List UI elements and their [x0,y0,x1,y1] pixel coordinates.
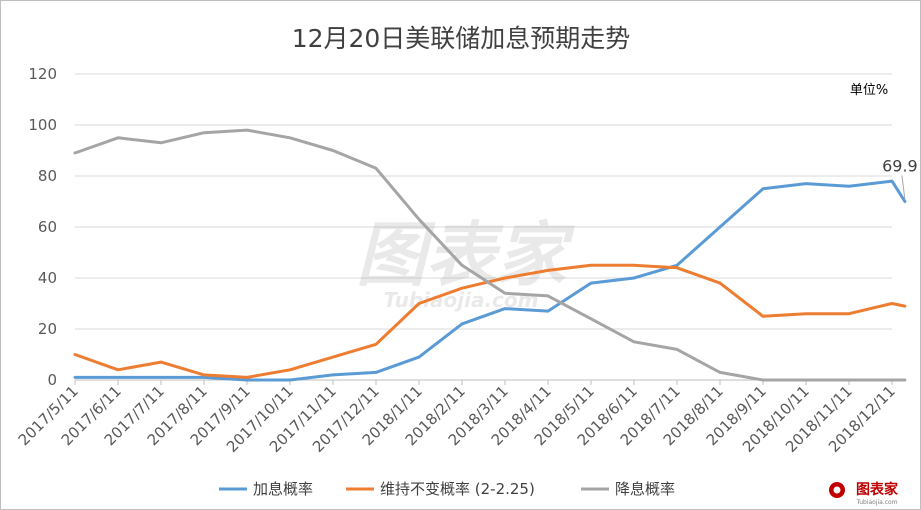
annotation-value: 69.9 [882,157,918,176]
y-tick-label: 120 [28,65,57,83]
y-tick-label: 80 [38,167,57,185]
series-line-1 [73,263,907,379]
annotation-leader [901,175,906,200]
series-line-0 [73,179,907,382]
logo-mark-dot-icon [833,486,841,494]
logo-text: 图表家 [856,481,899,498]
y-tick-label: 20 [38,320,57,338]
legend: 加息概率 维持不变概率 (2-2.25) 降息概率 [219,480,675,498]
chart-title: 12月20日美联储加息预期走势 [292,24,631,53]
y-tick-label: 100 [28,116,57,134]
y-tick-label: 40 [38,269,57,287]
logo-sub: Tubiaojia.com [855,499,897,506]
x-axis: 2017/5/112017/6/112017/7/112017/8/112017… [15,380,899,456]
y-axis: 0 20 40 60 80 100 120 [28,65,57,389]
y-tick-label: 0 [47,371,57,389]
logo: 图表家 Tubiaojia.com [829,481,899,506]
series-line-2 [73,128,907,382]
series-lines [73,128,907,382]
legend-label: 加息概率 [253,480,313,498]
watermark: 图表家 Tubiaojia.com [356,214,576,312]
unit-label: 单位% [850,83,888,98]
legend-label: 维持不变概率 (2-2.25) [380,480,535,498]
watermark-main: 图表家 [356,214,576,296]
legend-label: 降息概率 [615,480,675,498]
y-tick-label: 60 [38,218,57,236]
